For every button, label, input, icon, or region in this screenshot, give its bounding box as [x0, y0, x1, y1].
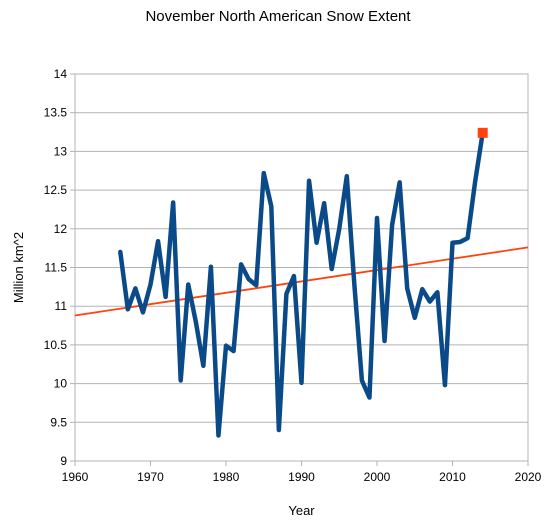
x-tick-label: 1990 [288, 470, 315, 484]
y-tick-label: 11 [55, 299, 68, 313]
x-tick-label: 1980 [213, 470, 240, 484]
y-tick-label: 10 [54, 377, 68, 391]
x-tick-label: 2000 [364, 470, 391, 484]
axis-tick-labels: 9 9.5 10 10.5 11 11.5 12 12.5 13 13.5 14 1960 1970 19… [44, 67, 542, 484]
x-axis-label: Year [288, 503, 315, 518]
x-tick-label: 1970 [137, 470, 164, 484]
x-tick-label: 2020 [515, 470, 542, 484]
y-tick-label: 14 [54, 67, 68, 81]
y-tick-label: 9.5 [50, 415, 67, 429]
chart-title: November North American Snow Extent [145, 8, 411, 25]
gridlines [70, 73, 529, 466]
y-tick-label: 13.5 [44, 106, 68, 120]
y-tick-label: 13 [54, 144, 68, 158]
series-layer [118, 130, 485, 438]
y-tick-label: 12.5 [44, 183, 68, 197]
y-tick-label: 9 [60, 454, 67, 468]
y-tick-label: 10.5 [44, 338, 68, 352]
y-tick-label: 12 [54, 222, 68, 236]
marker-layer [477, 127, 488, 138]
x-tick-label: 1960 [62, 470, 89, 484]
x-tick-label: 2010 [439, 470, 466, 484]
y-axis-label: Million km^2 [11, 232, 26, 303]
y-tick-label: 11.5 [45, 261, 68, 275]
plot-area-frame [74, 73, 529, 462]
latest-value-marker [477, 127, 488, 138]
snow-extent-series-line [118, 130, 485, 438]
